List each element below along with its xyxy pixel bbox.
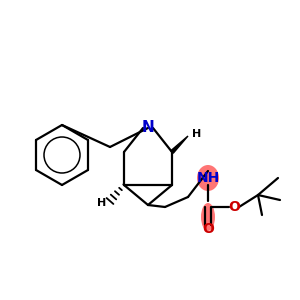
Text: H: H xyxy=(192,129,201,139)
Text: NH: NH xyxy=(196,171,220,185)
Polygon shape xyxy=(171,136,188,153)
Text: O: O xyxy=(228,200,240,214)
Text: H: H xyxy=(97,198,106,208)
Ellipse shape xyxy=(201,203,215,231)
Text: O: O xyxy=(202,222,214,236)
Text: N: N xyxy=(142,121,154,136)
Ellipse shape xyxy=(197,165,219,191)
